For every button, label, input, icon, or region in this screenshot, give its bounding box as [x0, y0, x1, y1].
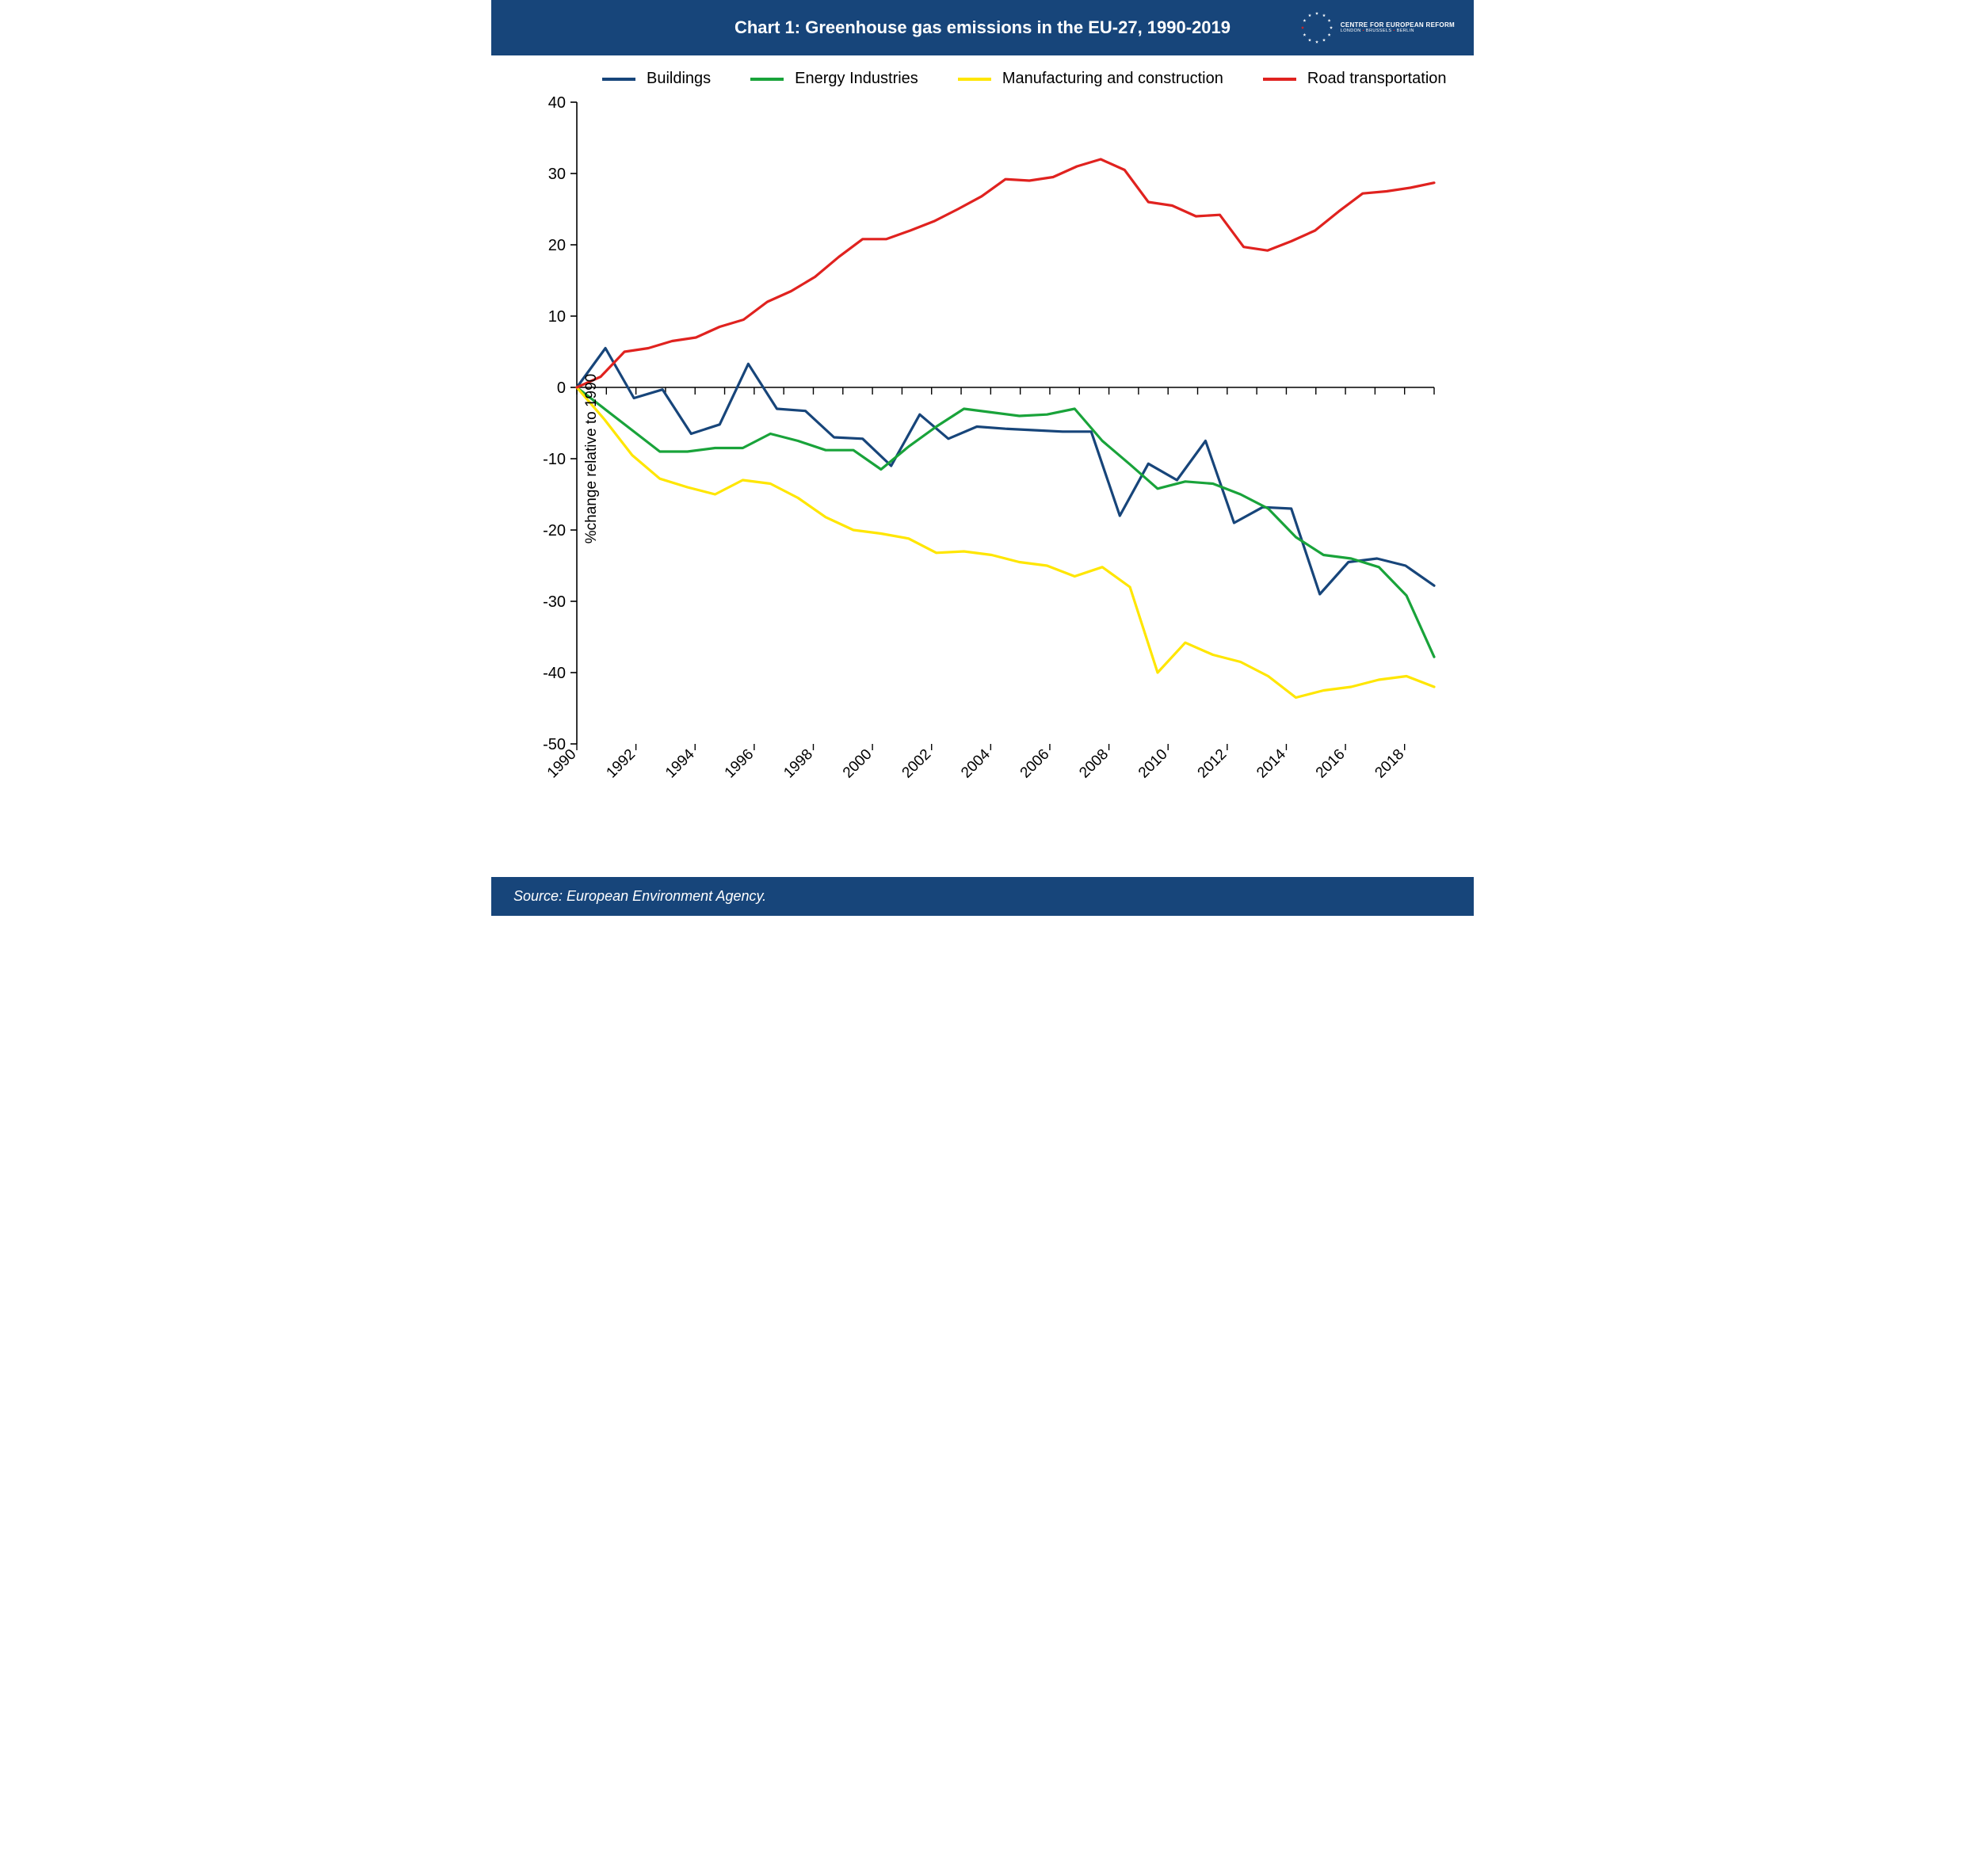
legend: Buildings Energy Industries Manufacturing …: [602, 70, 1450, 88]
legend-swatch: [602, 78, 635, 81]
legend-item: Buildings: [602, 70, 711, 88]
legend-swatch: [958, 78, 991, 81]
legend-item: Manufacturing and construction: [958, 70, 1223, 88]
legend-swatch: [750, 78, 784, 81]
footer-bar: Source: European Environment Agency.: [491, 877, 1474, 916]
legend-label: Energy Industries: [795, 70, 918, 88]
brand-main: CENTRE FOR EUROPEAN REFORM: [1341, 22, 1455, 29]
chart-title: Chart 1: Greenhouse gas emissions in the…: [734, 17, 1231, 38]
svg-text:2014: 2014: [1253, 745, 1289, 781]
svg-text:10: 10: [548, 308, 566, 326]
legend-label: Manufacturing and construction: [1002, 70, 1223, 88]
svg-text:2004: 2004: [958, 745, 994, 781]
legend-label: Buildings: [647, 70, 711, 88]
svg-text:2010: 2010: [1135, 746, 1171, 782]
line-chart: -50-40-30-20-100102030401990199219941996…: [515, 94, 1450, 823]
chart-area: Buildings Energy Industries Manufacturing …: [491, 55, 1474, 831]
svg-text:-20: -20: [543, 522, 566, 540]
legend-item: Energy Industries: [750, 70, 918, 88]
svg-text:2008: 2008: [1076, 746, 1112, 782]
svg-text:20: 20: [548, 237, 566, 254]
svg-text:1996: 1996: [722, 746, 757, 782]
svg-text:2006: 2006: [1017, 746, 1053, 782]
eu-stars-icon: [1298, 9, 1336, 47]
svg-text:1998: 1998: [780, 746, 816, 782]
svg-text:2000: 2000: [840, 746, 876, 782]
chart-wrap: %change relative to 1990 -50-40-30-20-10…: [515, 94, 1450, 823]
legend-swatch: [1263, 78, 1296, 81]
svg-text:1994: 1994: [662, 745, 698, 781]
svg-text:2018: 2018: [1372, 746, 1407, 782]
y-axis-label: %change relative to 1990: [583, 374, 601, 543]
svg-text:-10: -10: [543, 451, 566, 468]
svg-text:2002: 2002: [899, 746, 935, 782]
brand-text: CENTRE FOR EUROPEAN REFORM LONDON • BRUS…: [1341, 22, 1455, 33]
svg-text:30: 30: [548, 166, 566, 183]
header-bar: Chart 1: Greenhouse gas emissions in the…: [491, 0, 1474, 55]
svg-text:0: 0: [557, 379, 566, 397]
svg-text:40: 40: [548, 94, 566, 112]
footer-gap: [491, 831, 1474, 853]
svg-text:2016: 2016: [1313, 746, 1349, 782]
svg-text:-30: -30: [543, 593, 566, 611]
source-text: Source: European Environment Agency.: [513, 888, 766, 904]
brand-logo: CENTRE FOR EUROPEAN REFORM LONDON • BRUS…: [1298, 9, 1455, 47]
svg-text:-40: -40: [543, 665, 566, 682]
svg-text:2012: 2012: [1195, 746, 1231, 782]
brand-sub: LONDON • BRUSSELS • BERLIN: [1341, 29, 1455, 33]
legend-label: Road transportation: [1307, 70, 1447, 88]
legend-item: Road transportation: [1263, 70, 1447, 88]
svg-text:1992: 1992: [603, 746, 639, 782]
